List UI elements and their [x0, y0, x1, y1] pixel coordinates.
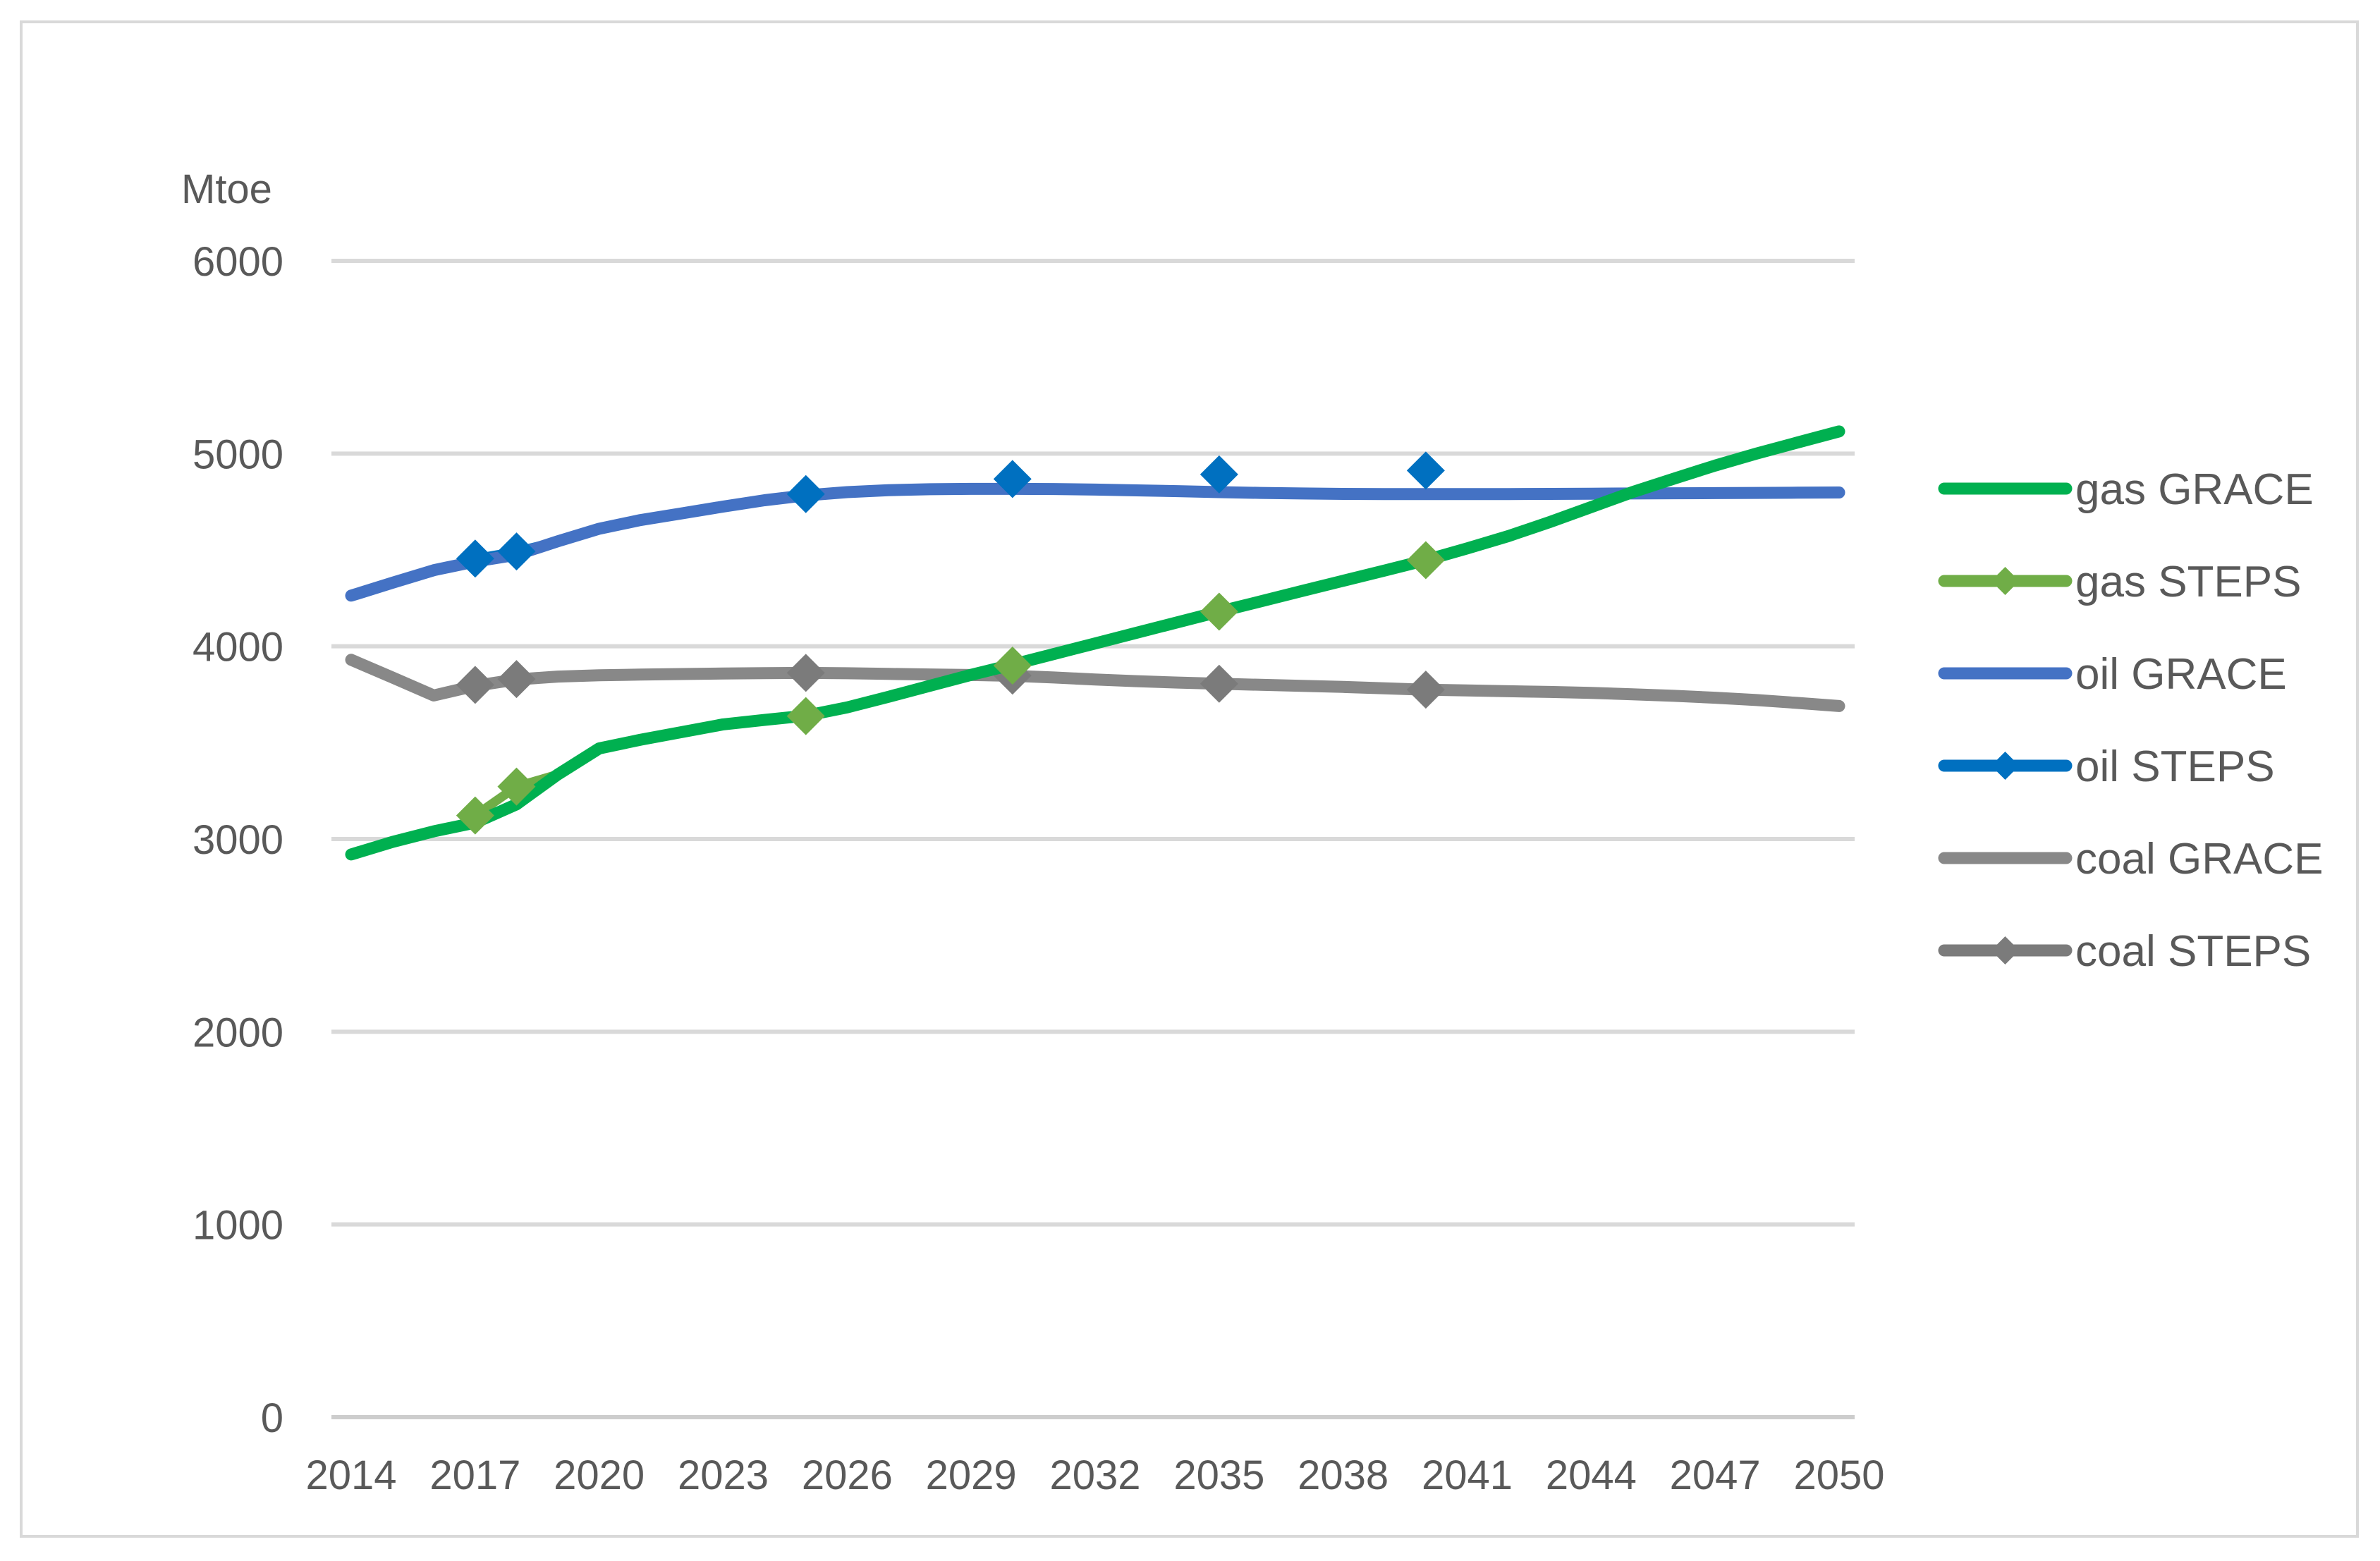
y-tick-label-6000: 6000 — [193, 239, 283, 285]
diamond-marker-gas-steps-2035 — [1200, 592, 1238, 631]
diamond-marker-oil-steps-2018 — [497, 532, 536, 571]
series-markers-oil-steps — [456, 451, 1445, 578]
series-line-coal-grace — [345, 654, 1845, 712]
diamond-marker-oil-steps-2040 — [1406, 451, 1445, 490]
x-tick-label-2017: 2017 — [429, 1452, 520, 1498]
diamond-marker-coal-steps-2017 — [456, 666, 494, 704]
x-tick-label-2041: 2041 — [1422, 1452, 1513, 1498]
legend-item-coal-grace: coal GRACE — [1938, 835, 2323, 883]
legend-label: coal STEPS — [2075, 927, 2311, 976]
series-markers-coal-steps — [456, 654, 1445, 709]
legend-label: oil GRACE — [2075, 650, 2287, 699]
series-markers-gas-steps — [456, 541, 1445, 835]
legend-swatch-diamond-icon — [1991, 567, 2020, 595]
diamond-marker-oil-steps-2030 — [993, 460, 1032, 498]
legend-label: oil STEPS — [2075, 742, 2275, 791]
y-axis-title: Mtoe — [181, 166, 272, 212]
y-tick-label-0: 0 — [261, 1395, 283, 1441]
gridlines — [331, 259, 1855, 1419]
diamond-marker-coal-steps-2035 — [1200, 664, 1238, 703]
x-tick-label-2038: 2038 — [1298, 1452, 1389, 1498]
y-axis-tick-labels: 0 1000 2000 3000 4000 5000 6000 — [193, 239, 283, 1441]
x-tick-label-2047: 2047 — [1670, 1452, 1761, 1498]
legend-item-gas-steps: gas STEPS — [1938, 558, 2301, 606]
legend-label: coal GRACE — [2075, 835, 2323, 883]
legend-label: gas GRACE — [2075, 465, 2314, 514]
legend-item-gas-grace: gas GRACE — [1938, 465, 2314, 514]
x-tick-label-2032: 2032 — [1049, 1452, 1140, 1498]
chart-border — [20, 20, 2359, 1538]
legend-label: gas STEPS — [2075, 558, 2301, 606]
y-tick-label-5000: 5000 — [193, 431, 283, 477]
x-axis-tick-labels: 2014 2017 2020 2023 2026 2029 2032 2035 2038 2041… — [305, 1452, 1884, 1498]
series-line-gas-grace — [345, 425, 1845, 861]
x-tick-label-2035: 2035 — [1173, 1452, 1264, 1498]
diamond-marker-oil-steps-2025 — [786, 475, 825, 513]
y-tick-label-2000: 2000 — [193, 1010, 283, 1055]
diamond-marker-gas-steps-2017 — [456, 796, 494, 835]
legend-item-oil-grace: oil GRACE — [1938, 650, 2287, 699]
legend-item-coal-steps: coal STEPS — [1938, 927, 2311, 976]
diamond-marker-gas-steps-2030 — [993, 647, 1032, 685]
diamond-marker-oil-steps-2035 — [1200, 455, 1238, 494]
diamond-marker-coal-steps-2040 — [1406, 671, 1445, 709]
diamond-marker-oil-steps-2017 — [456, 539, 494, 578]
diamond-marker-coal-steps-2025 — [786, 654, 825, 692]
legend-item-oil-steps: oil STEPS — [1938, 742, 2275, 791]
legend-swatch-diamond-icon — [1991, 752, 2020, 780]
x-tick-label-2044: 2044 — [1546, 1452, 1637, 1498]
diamond-marker-gas-steps-2040 — [1406, 541, 1445, 580]
legend-swatch-diamond-icon — [1991, 936, 2020, 965]
series-group-coal — [345, 654, 1845, 712]
series-group-gas — [345, 425, 1845, 861]
series-line-oil-grace — [345, 482, 1845, 602]
diamond-marker-gas-steps-2025 — [786, 697, 825, 735]
x-tick-label-2029: 2029 — [926, 1452, 1017, 1498]
x-tick-label-2050: 2050 — [1793, 1452, 1884, 1498]
y-tick-label-3000: 3000 — [193, 817, 283, 863]
legend: gas GRACE gas STEPS oil GRACE oil STEPS coal… — [1938, 465, 2323, 976]
x-tick-label-2020: 2020 — [554, 1452, 645, 1498]
x-tick-label-2014: 2014 — [305, 1452, 396, 1498]
x-tick-label-2023: 2023 — [678, 1452, 769, 1498]
x-tick-label-2026: 2026 — [802, 1452, 893, 1498]
y-tick-label-1000: 1000 — [193, 1203, 283, 1249]
diamond-marker-gas-steps-2018 — [497, 767, 536, 806]
y-tick-label-4000: 4000 — [193, 625, 283, 671]
diamond-marker-coal-steps-2018 — [497, 660, 536, 699]
series-group-oil — [345, 451, 1845, 602]
